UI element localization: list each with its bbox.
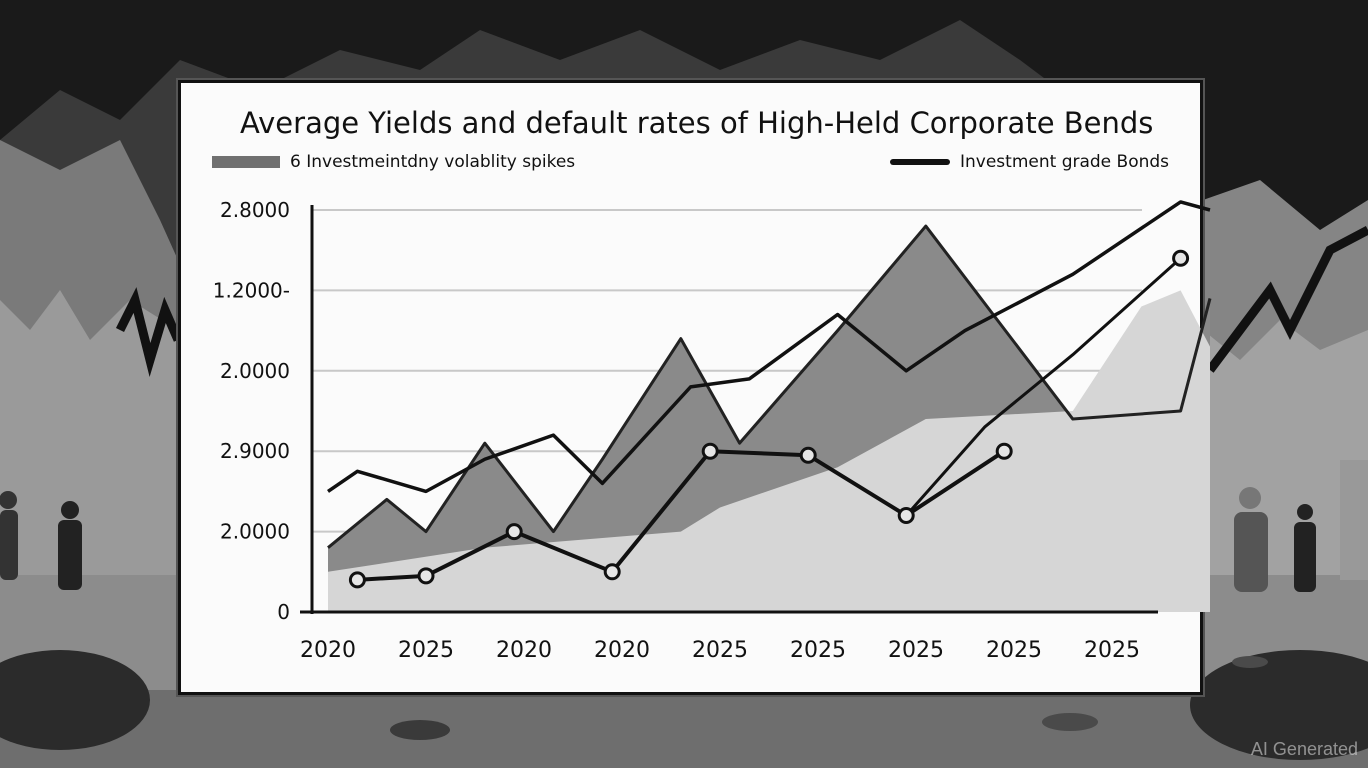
x-tick-label: 2025 — [986, 638, 1042, 663]
y-tick-label: 2.9000 — [220, 439, 290, 463]
x-tick-label: 2020 — [496, 638, 552, 663]
legend-swatch-line — [890, 159, 950, 165]
data-point — [417, 567, 435, 585]
y-tick-labels: 0 2.0000 2.9000 2.0000 1.2000- 2.8000 — [213, 198, 290, 624]
y-tick-label: 2.8000 — [220, 198, 290, 222]
watermark: AI Generated — [1250, 739, 1358, 759]
series-line-3 — [357, 449, 1006, 582]
x-tick-label: 2025 — [790, 638, 846, 663]
y-tick-label: 2.0000 — [220, 359, 290, 383]
legend-swatch-area — [212, 156, 280, 168]
legend-label-volatility: 6 Investmeintdny volablity spikes — [290, 152, 576, 172]
x-tick-label: 2020 — [594, 638, 650, 663]
x-tick-label: 2020 — [300, 638, 356, 663]
legend-item-investment-grade: Investment grade Bonds — [890, 152, 1169, 172]
y-tick-label: 2.0000 — [220, 520, 290, 544]
data-point — [897, 507, 915, 525]
x-tick-label: 2025 — [1084, 638, 1140, 663]
data-point — [799, 446, 817, 464]
chart-title: Average Yields and default rates of High… — [240, 106, 1154, 140]
series-line-2 — [327, 200, 1211, 494]
data-point — [348, 571, 366, 589]
y-tick-label: 1.2000- — [213, 278, 290, 302]
data-point — [995, 442, 1013, 460]
data-point — [603, 563, 621, 581]
x-tick-label: 2025 — [398, 638, 454, 663]
x-tick-label: 2025 — [888, 638, 944, 663]
line-layer — [327, 200, 1212, 582]
legend-item-volatility: 6 Investmeintdny volablity spikes — [212, 152, 575, 172]
data-point — [1172, 249, 1190, 267]
series-line-0 — [327, 224, 1212, 549]
data-point — [701, 442, 719, 460]
marker-layer — [348, 249, 1190, 589]
y-tick-label: 0 — [277, 600, 290, 624]
area-layer — [328, 226, 1210, 612]
legend-label-investment-grade: Investment grade Bonds — [960, 152, 1170, 172]
data-point — [505, 523, 523, 541]
x-tick-labels: 2020 2025 2020 2020 2025 2025 2025 2025 2025 — [300, 638, 1140, 663]
series-line-4 — [905, 257, 1182, 517]
x-tick-label: 2025 — [692, 638, 748, 663]
axis-layer — [300, 205, 1158, 614]
series-area-1 — [328, 290, 1210, 612]
